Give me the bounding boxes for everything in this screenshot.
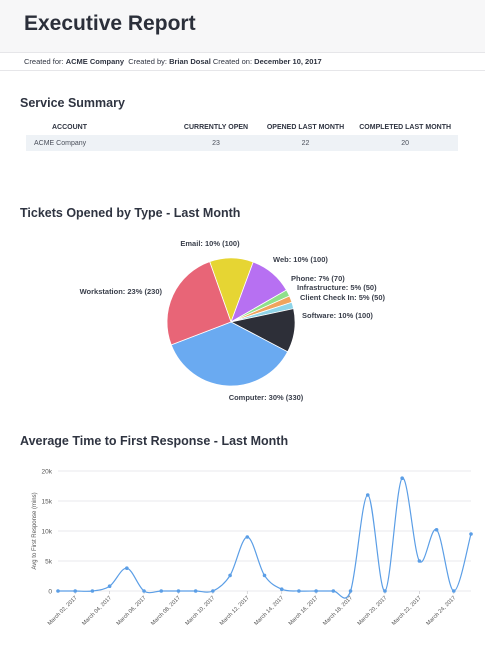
data-point [193, 589, 198, 593]
data-point [469, 532, 473, 536]
pie-chart: Email: 10% (100) Web: 10% (100) Phone: 7% … [80, 239, 386, 402]
data-point [73, 589, 78, 593]
page-title: Executive Report [24, 12, 196, 35]
table-header-row: ACCOUNT CURRENTLY OPEN OPENED LAST MONTH… [26, 119, 458, 135]
pie-slice-label: Phone: 7% (70) [291, 274, 345, 283]
data-point [142, 589, 146, 593]
pie-slice-label: Email: 10% (100) [180, 239, 240, 248]
created-on-label: Created on: [212, 57, 253, 66]
created-by-value: Brian Dosal [169, 57, 211, 66]
pie-slice-label: Software: 10% (100) [302, 311, 373, 320]
pie-slice [166, 261, 232, 346]
data-point [107, 584, 112, 588]
data-point [451, 589, 456, 593]
data-point [159, 589, 164, 593]
pie-slice-label: Infrastructure: 5% (50) [297, 283, 377, 292]
data-point [400, 476, 404, 480]
data-point [434, 528, 439, 532]
y-tick-label: 0 [48, 589, 52, 596]
data-point [176, 589, 181, 593]
data-point [383, 589, 387, 593]
column-header: CURRENTLY OPEN [183, 123, 249, 131]
x-tick-label: March 10, 2017 [185, 595, 217, 627]
pie-chart-title: Tickets Opened by Type - Last Month [20, 206, 241, 220]
report-header: Executive Report [0, 0, 485, 52]
data-point [56, 589, 60, 593]
service-summary-table: ACCOUNT CURRENTLY OPEN OPENED LAST MONTH… [26, 119, 458, 151]
column-header: ACCOUNT [52, 123, 87, 131]
data-point [297, 589, 301, 593]
series-line [58, 477, 472, 599]
pie-slice-label: Workstation: 23% (230) [80, 287, 163, 296]
data-point [279, 587, 284, 591]
y-tick-label: 15k [42, 499, 53, 506]
table-row: ACME Company 23 22 20 [26, 135, 458, 151]
pie-slice-label: Client Check In: 5% (50) [300, 293, 386, 302]
data-point [417, 559, 422, 563]
x-tick-label: March 24, 2017 [425, 595, 457, 627]
x-tick-label: March 02, 2017 [47, 595, 79, 627]
x-tick-label: March 16, 2017 [288, 595, 320, 627]
report-meta: Created for: ACME Company Created by: Br… [24, 57, 322, 66]
data-point [314, 589, 318, 593]
y-tick-label: 10k [42, 529, 53, 536]
report-meta-bar: Created for: ACME Company Created by: Br… [0, 52, 485, 71]
data-point [365, 493, 370, 497]
x-tick-label: March 08, 2017 [150, 595, 182, 627]
created-for-label: Created for: [24, 57, 64, 66]
data-point [228, 573, 232, 578]
data-point [125, 566, 129, 570]
pie-slice-label: Web: 10% (100) [273, 255, 328, 264]
data-point [211, 589, 215, 593]
line-chart-title: Average Time to First Response - Last Mo… [20, 434, 289, 448]
x-tick-label: March 04, 2017 [81, 595, 113, 627]
created-by-label: Created by: [128, 57, 167, 66]
line-chart: 0 5k 10k 15k 20k Avg to First Response (mins)… [32, 469, 473, 627]
x-tick-label: March 14, 2017 [253, 595, 285, 627]
y-axis-label: Avg to First Response (mins) [32, 492, 38, 569]
table-cell: ACME Company [26, 135, 174, 151]
x-tick-label: March 12, 2017 [219, 595, 251, 627]
x-tick-label: March 06, 2017 [116, 595, 148, 627]
pie-slice [170, 321, 289, 387]
created-on-value: December 10, 2017 [254, 57, 322, 66]
x-tick-label: March 20, 2017 [357, 595, 389, 627]
service-summary-title: Service Summary [20, 96, 125, 110]
data-point [245, 535, 250, 539]
table-cell: 23 [173, 135, 259, 151]
table-cell: 22 [258, 135, 353, 151]
y-tick-label: 5k [45, 559, 53, 566]
column-header: OPENED LAST MONTH [266, 123, 345, 131]
x-tick-label: March 22, 2017 [391, 595, 423, 627]
column-header: COMPLETED LAST MONTH [359, 123, 452, 131]
pie-slice-label: Computer: 30% (330) [229, 393, 304, 402]
data-point [348, 589, 353, 593]
x-tick-label: March 18, 2017 [322, 595, 354, 627]
created-for-value: ACME Company [65, 57, 125, 66]
table-cell: 20 [352, 135, 458, 151]
y-tick-label: 20k [42, 469, 53, 476]
data-point [262, 573, 267, 578]
data-point [331, 589, 336, 593]
data-point [90, 589, 95, 593]
